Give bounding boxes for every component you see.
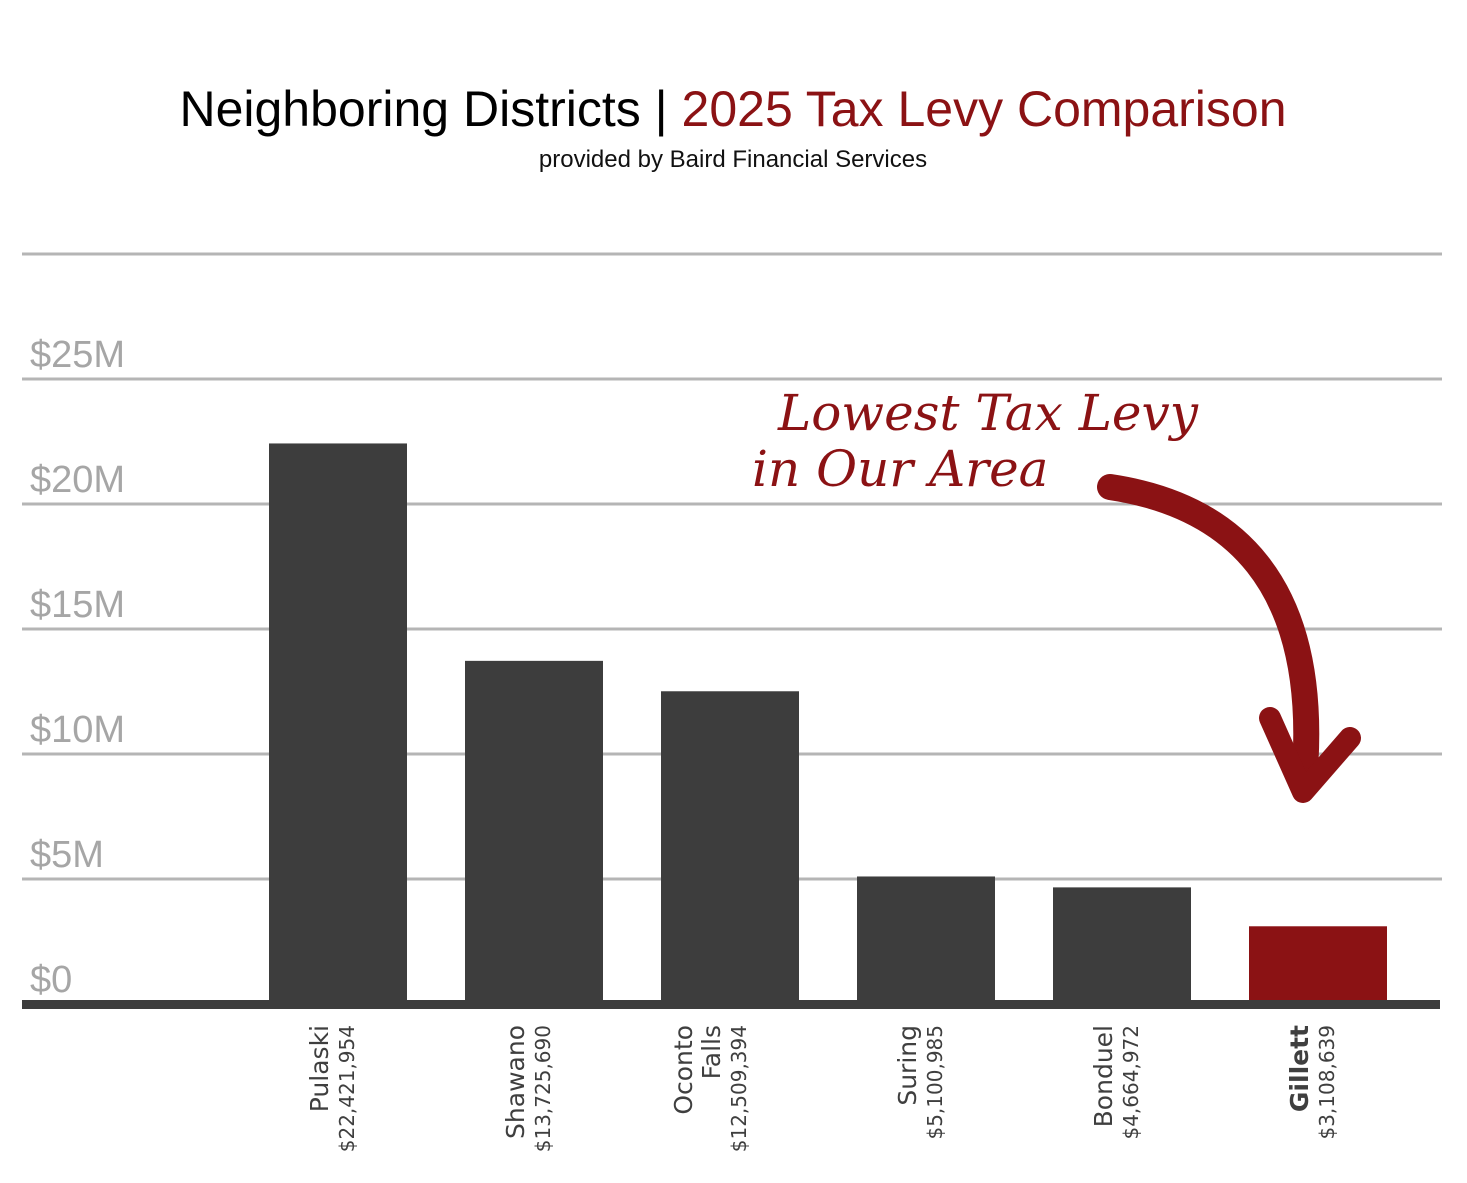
y-tick-label: $5M: [30, 834, 104, 876]
chart-title-part2: 2025 Tax Levy Comparison: [682, 81, 1287, 137]
category-label: Pulaski: [305, 1025, 334, 1112]
y-axis-tick-labels: $0 $5M $10M $15M $20M $25M: [30, 334, 125, 1001]
x-axis-baseline: [22, 1000, 1440, 1009]
bar-oconto-falls: [661, 691, 799, 1004]
value-label: $5,100,985: [923, 1025, 947, 1140]
arrow-head-icon: [1259, 707, 1361, 803]
category-labels: Pulaski $22,421,954 Shawano $13,725,690 Ocon…: [305, 1025, 1339, 1152]
category-label-group: Bonduel $4,664,972: [1089, 1025, 1143, 1140]
category-label-group: Gillett $3,108,639: [1285, 1025, 1339, 1140]
callout-annotation: Lowest Tax Levy in Our Area: [752, 384, 1361, 803]
callout-line-1: Lowest Tax Levy: [777, 384, 1199, 442]
category-label-group: Suring $5,100,985: [893, 1025, 947, 1140]
value-label: $22,421,954: [335, 1025, 359, 1152]
value-label: $13,725,690: [531, 1025, 555, 1152]
y-tick-label: $10M: [30, 709, 125, 751]
bar-bonduel: [1053, 887, 1191, 1004]
chart-title: Neighboring Districts | 2025 Tax Levy Co…: [179, 81, 1286, 137]
value-label: $3,108,639: [1315, 1025, 1339, 1140]
bar-gillett: [1249, 926, 1387, 1004]
bars: [269, 443, 1387, 1004]
category-label-group: Pulaski $22,421,954: [305, 1025, 359, 1152]
y-tick-label: $20M: [30, 459, 125, 501]
category-label: Oconto: [669, 1025, 698, 1115]
bar-pulaski: [269, 443, 407, 1004]
curved-arrow-icon: [1097, 474, 1320, 783]
category-label-group: Shawano $13,725,690: [501, 1025, 555, 1152]
y-tick-label: $15M: [30, 584, 125, 626]
value-label: $4,664,972: [1119, 1025, 1143, 1140]
callout-line-2: in Our Area: [752, 440, 1048, 498]
y-tick-label: $0: [30, 959, 72, 1001]
category-label-group: Oconto Falls $12,509,394: [669, 1025, 751, 1152]
bar-shawano: [465, 660, 603, 1004]
category-label: Bonduel: [1089, 1025, 1118, 1127]
gridlines: [22, 252, 1442, 881]
chart-subtitle: provided by Baird Financial Services: [539, 146, 927, 173]
y-tick-label: $25M: [30, 334, 125, 376]
value-label: $12,509,394: [727, 1025, 751, 1152]
chart-title-part1: Neighboring Districts |: [179, 81, 681, 137]
bar-suring: [857, 876, 995, 1004]
category-label: Suring: [893, 1025, 922, 1106]
category-label: Falls: [697, 1025, 726, 1079]
category-label: Gillett: [1285, 1025, 1314, 1112]
category-label: Shawano: [501, 1025, 530, 1139]
